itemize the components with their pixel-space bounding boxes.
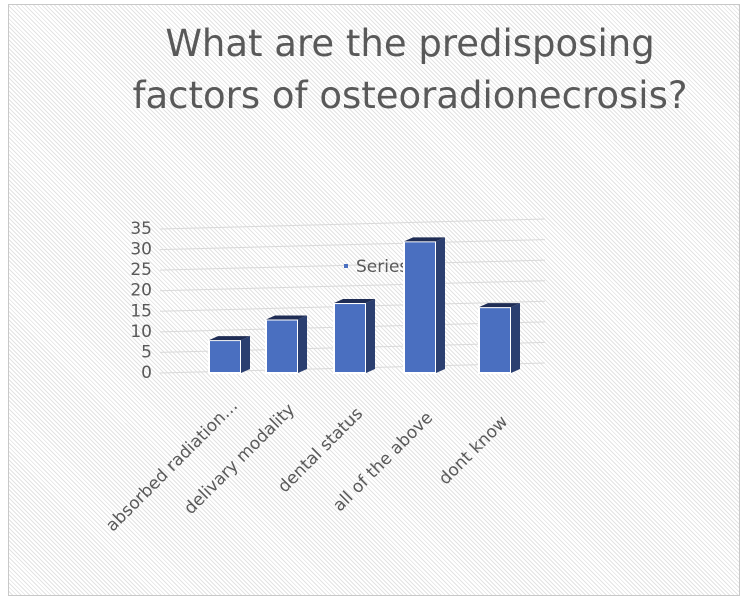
bar: [265, 318, 299, 374]
y-tick-label: 0: [141, 363, 152, 383]
chart-title: What are the predisposing factors of ost…: [132, 22, 688, 117]
grid-line: [159, 259, 546, 271]
bar-top: [266, 315, 307, 320]
y-tick-label: 20: [130, 281, 152, 301]
bar-side: [241, 336, 250, 373]
y-tick-label: 25: [130, 260, 152, 280]
bar: [208, 339, 242, 375]
bar-side: [511, 303, 520, 373]
y-tick-label: 30: [130, 240, 152, 260]
bar-side: [298, 315, 307, 373]
y-tick-label: 10: [130, 322, 152, 342]
y-tick-label: 5: [141, 342, 152, 362]
legend-marker: [344, 264, 348, 268]
bar-top: [209, 336, 250, 341]
bar-side: [366, 299, 375, 373]
bar: [478, 306, 512, 374]
bar-top: [334, 299, 375, 304]
bar-side: [436, 237, 445, 373]
x-tick-label: delivary modality: [180, 400, 299, 519]
bar-top: [404, 237, 445, 242]
grid-line: [159, 280, 546, 292]
y-tick-label: 35: [130, 219, 152, 239]
y-tick-label: 15: [130, 301, 152, 321]
bar: [333, 302, 367, 374]
bar: [403, 240, 437, 374]
grid-line: [159, 218, 546, 230]
x-tick-label: dont know: [435, 412, 512, 489]
grid-line: [159, 239, 546, 251]
bar-top: [479, 303, 520, 308]
